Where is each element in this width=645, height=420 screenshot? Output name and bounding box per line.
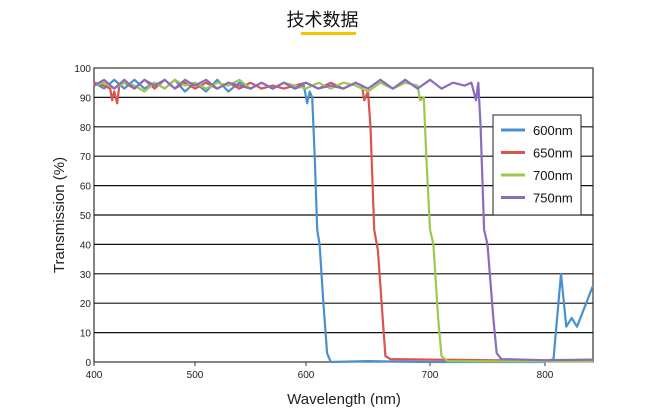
series-line-700nm — [93, 78, 593, 363]
x-tick-label: 500 — [187, 370, 204, 381]
x-tick-label: 800 — [537, 370, 554, 381]
x-tick-label: 700 — [422, 370, 439, 381]
y-tick-label: 80 — [80, 123, 92, 134]
legend-label-600nm: 600nm — [533, 123, 573, 138]
page-title: 技术数据 — [286, 10, 359, 31]
y-tick-label: 90 — [80, 93, 92, 104]
y-tick-label: 10 — [80, 329, 92, 340]
x-tick-label: 600 — [298, 370, 315, 381]
y-axis-label: Transmission (%) — [51, 157, 68, 273]
legend-label-700nm: 700nm — [533, 168, 573, 183]
legend-label-750nm: 750nm — [533, 191, 573, 206]
x-tick-label: 400 — [86, 370, 103, 381]
legend-label-650nm: 650nm — [533, 146, 573, 161]
y-tick-label: 100 — [74, 64, 91, 75]
y-tick-label: 30 — [80, 270, 92, 281]
y-tick-label: 0 — [85, 358, 91, 369]
series-line-750nm — [93, 78, 594, 362]
y-tick-label: 20 — [80, 299, 92, 310]
y-tick-label: 40 — [80, 240, 92, 251]
title-underline — [301, 32, 356, 35]
x-axis-label: Wavelength (nm) — [287, 391, 401, 408]
y-tick-label: 60 — [80, 182, 92, 193]
y-tick-label: 70 — [80, 152, 92, 163]
y-tick-label: 50 — [80, 211, 92, 222]
